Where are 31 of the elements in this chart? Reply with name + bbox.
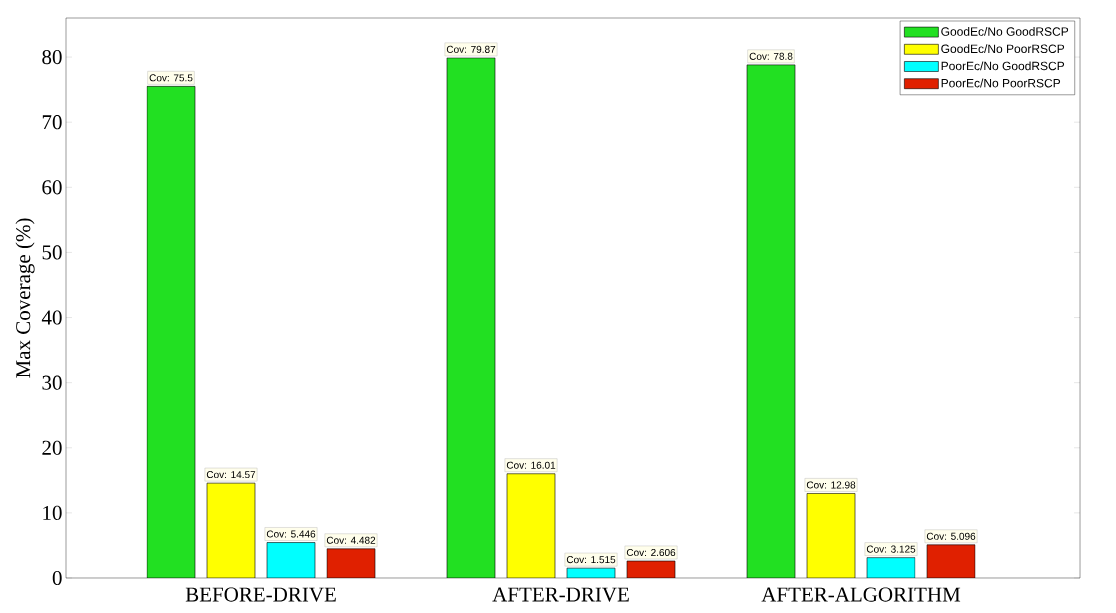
x-tick-label: AFTER-ALGORITHM (761, 587, 961, 602)
x-tick-label: AFTER-DRIVE (492, 587, 629, 602)
y-tick-label: 60 (42, 180, 62, 195)
data-label: Cov: 4.482 (326, 536, 376, 544)
legend-label: PoorEc/No GoodRSCP (941, 61, 1065, 71)
data-label: Cov: 79.87 (446, 45, 496, 53)
y-tick-label: 0 (52, 570, 62, 586)
data-label: Cov: 1.515 (566, 556, 616, 564)
data-label: Cov: 78.8 (749, 52, 793, 60)
data-label: Cov: 16.01 (506, 461, 556, 469)
legend-label: PoorEc/No PoorRSCP (941, 78, 1061, 88)
data-label: Cov: 3.125 (866, 545, 916, 553)
data-label: Cov: 5.446 (266, 530, 316, 538)
y-axis-title: Max Coverage (%) (15, 218, 35, 378)
data-label: Cov: 5.096 (926, 532, 976, 540)
y-tick-label: 30 (42, 375, 62, 390)
x-tick-label: BEFORE-DRIVE (185, 587, 336, 602)
y-tick-label: 70 (42, 115, 62, 130)
data-label: Cov: 75.5 (149, 74, 193, 82)
y-tick-label: 40 (41, 310, 62, 325)
y-tick-label: 10 (43, 505, 62, 520)
bar (266, 542, 316, 578)
data-label: Cov: 12.98 (806, 481, 856, 489)
bar (806, 493, 856, 578)
y-tick-label: 50 (42, 245, 62, 260)
legend-label: GoodEc/No GoodRSCP (941, 27, 1069, 36)
y-tick-label: 20 (42, 440, 62, 455)
data-label: Cov: 14.57 (206, 471, 256, 479)
legend-label: GoodEc/No PoorRSCP (941, 44, 1065, 53)
data-label: Cov: 2.606 (626, 548, 676, 557)
y-tick-label: 80 (42, 49, 62, 65)
